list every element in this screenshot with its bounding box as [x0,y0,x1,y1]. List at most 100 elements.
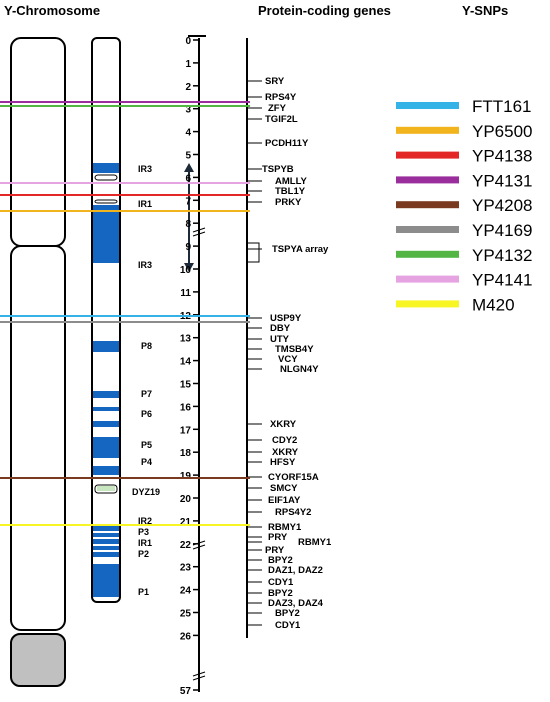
band-label-p3: P3 [138,527,149,537]
gene-label: USP9Y [270,313,302,324]
legend-swatch [396,201,459,209]
band-label-p7: P7 [141,389,152,399]
gene-label: RBMY1 [268,522,302,533]
legend-swatch [396,176,459,184]
band-label-ir1: IR1 [138,538,152,548]
dyz19-band [97,486,115,491]
legend-label: YP6500 [472,122,533,141]
gene-label: PCDH11Y [265,138,309,149]
header-y-chromosome: Y-Chromosome [4,3,100,18]
gene-label: TGIF2L [265,114,298,125]
scale-tick-label: 10 [180,265,192,276]
legend: FTT161 YP6500 YP4138 YP4131 YP4208 YP4169 YP41… [396,97,533,314]
legend-swatch [396,300,459,308]
scale-tick-label: 17 [180,425,192,436]
band-block [93,564,119,597]
header-protein-coding-genes: Protein-coding genes [258,3,391,18]
gene-labels: SRYRPS4YZFYTGIF2LPCDH11YTSPYBAMLLYTBL1YP… [247,76,332,631]
scale-tick-label: 4 [185,128,191,139]
gene-label: EIF1AY [268,495,301,506]
scale-tick-label: 11 [180,288,191,299]
band-block [93,552,119,557]
snp-lines [0,101,250,526]
gene-label: BPY2 [268,555,293,566]
scale-tick-label: 7 [185,196,191,207]
scale-tick-label: 9 [185,242,191,253]
gene-label: CYORF15A [268,472,319,483]
gene-label: XKRY [272,447,299,458]
band-labels: IR3 IR1 IR3 P8 P7 P6 P5 P4 DYZ19 IR2 P3 … [132,164,160,597]
gene-label: CDY1 [275,620,301,631]
legend-label: YP4208 [472,196,533,215]
legend-swatch [396,102,459,109]
gene-label: DAZ3, DAZ4 [268,598,324,609]
scale-tick-label: 0 [185,36,191,47]
axis-break-mark [192,671,206,681]
scale-tick-label: 1 [185,59,191,70]
band-label-ir1: IR1 [138,199,152,209]
chromosome-outline [10,37,66,687]
chromosome-p-arm [10,37,66,247]
band-label-p5: P5 [141,440,152,450]
gene-label: RPS4Y [265,92,297,103]
scale-tick-label: 21 [180,517,192,528]
legend-swatch [396,151,459,159]
band-label-ir2: IR2 [138,516,152,526]
band-block [93,466,119,475]
legend-label: M420 [472,295,515,314]
band-label-ir3: IR3 [138,164,152,174]
gene-label: PRY [268,532,288,543]
scale-tick-label: 20 [180,494,192,505]
scale-ticks: 0123456789101112131415161718192021222324… [180,36,206,697]
scale-tick-label: 25 [180,609,192,620]
scale-tick-label: 13 [180,334,192,345]
tspya-bracket [247,242,260,263]
scale-tick-label: 8 [185,219,191,230]
scale-tick-label: 3 [185,105,191,116]
scale-tick-label: 6 [185,173,191,184]
scale-tick-label: 19 [180,471,192,482]
scale-tick-label: 16 [180,402,192,413]
band-block [93,341,119,352]
gene-label: CDY1 [268,577,294,588]
legend-label: FTT161 [472,97,532,116]
scale-tick-label: 57 [180,686,192,697]
gene-label: SMCY [270,483,298,494]
legend-swatch [396,226,459,233]
gene-label: SRY [265,76,285,87]
scale-tick-label: 23 [180,563,192,574]
legend-swatch [396,275,459,283]
legend-label: YP4141 [472,271,533,290]
scale-tick-label: 2 [185,82,191,93]
band-label-dyz19: DYZ19 [132,487,160,497]
gene-label: VCY [278,354,298,365]
scale-ruler [188,35,206,692]
band-block [93,533,119,537]
scale-tick-label: 18 [180,448,192,459]
band-block [93,421,119,427]
scale-tick-label: 15 [180,380,192,391]
legend-swatch [396,250,459,258]
legend-label: YP4169 [472,221,533,240]
ir3-span-arrow [184,163,194,272]
header-y-snps: Y-SNPs [462,3,508,18]
gene-label: CDY2 [272,435,297,446]
heterochromatin-block [10,633,66,687]
gene-label: TMSB4Y [275,344,314,355]
axis-break-mark [192,227,206,237]
band-block [93,163,119,173]
gene-label: DAZ1, DAZ2 [268,565,323,576]
band-label-p8: P8 [141,341,152,351]
scale-tick-label: 22 [180,540,192,551]
gene-label: NLGN4Y [280,364,319,375]
gene-label: TSPYB [262,164,294,175]
band-column-outline [91,37,121,603]
band-column [91,37,121,603]
gene-label: DBY [270,323,291,334]
gene-label: HFSY [270,457,296,468]
gene-label: RPS4Y2 [275,507,311,518]
gene-label: TBL1Y [275,186,306,197]
band-gap [94,199,118,204]
gene-label: TSPYA array [272,244,329,255]
